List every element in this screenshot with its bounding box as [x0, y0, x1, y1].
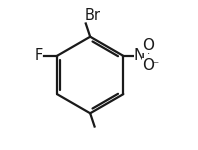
Text: F: F — [35, 48, 43, 63]
Text: O: O — [142, 39, 154, 54]
Text: N: N — [134, 48, 145, 63]
Text: O: O — [142, 58, 154, 73]
Text: ⁻: ⁻ — [152, 59, 158, 72]
Text: Br: Br — [85, 8, 101, 23]
Text: +: + — [144, 46, 153, 56]
